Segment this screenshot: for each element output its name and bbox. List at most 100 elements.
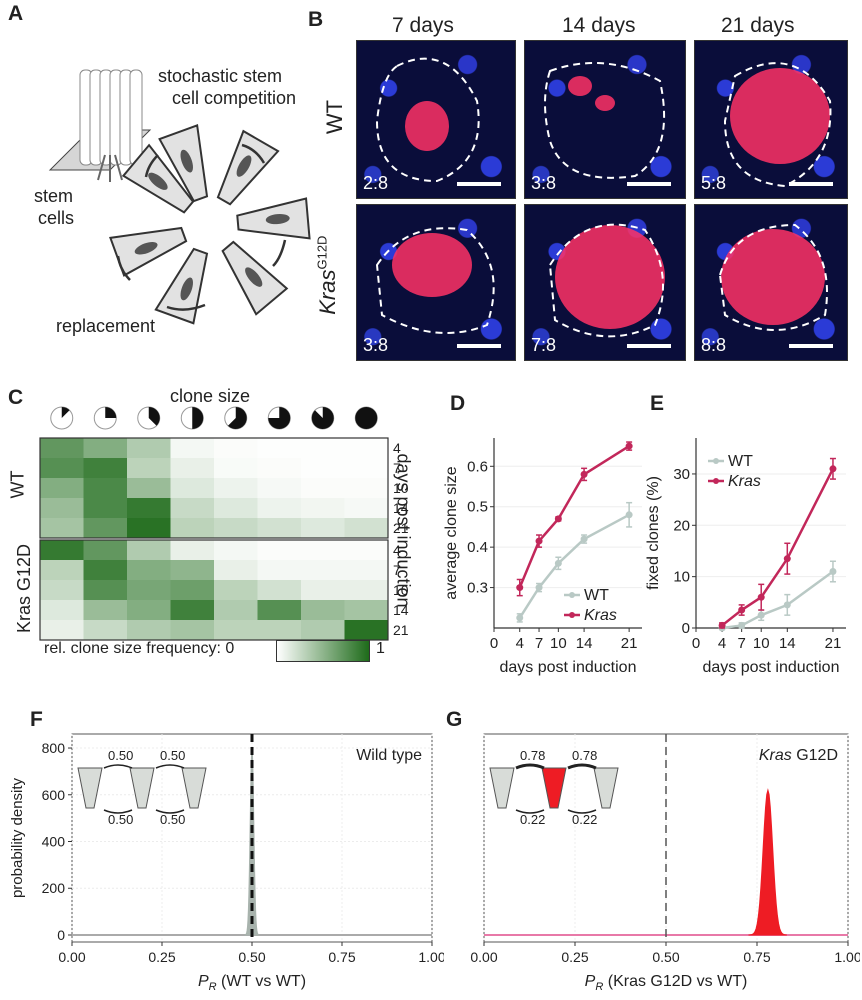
heatmap-wt-cell <box>301 498 345 519</box>
x-tick-label: 0.25 <box>148 949 175 965</box>
panel-a-stem-2: cells <box>38 208 75 228</box>
stem-cell-nucleus <box>265 213 290 225</box>
inset-cell <box>129 767 155 809</box>
stem-cell-ring <box>109 124 311 325</box>
stem-cell <box>236 197 311 240</box>
y-axis-label: probability density <box>9 777 26 898</box>
micrograph-kras-14: 7:8 <box>524 204 686 361</box>
data-point-wt <box>554 559 562 567</box>
panel-label-c: C <box>8 386 24 409</box>
x-axis-label-rest: (WT vs WT) <box>217 973 306 990</box>
y-tick-label: 30 <box>673 466 690 483</box>
x-tick-label: 4 <box>516 635 524 652</box>
ratio-kras-7: 3:8 <box>363 335 389 355</box>
data-point-kras <box>535 537 543 545</box>
clone-size-pie-fill <box>227 407 247 429</box>
heatmap-wt-cell <box>127 518 171 539</box>
panel-a-stem-1: stem <box>34 186 74 206</box>
heatmap-wt-cell <box>127 458 171 479</box>
transition-probability-label: 0.50 <box>160 748 185 763</box>
heatmap-kras-cell <box>170 540 215 561</box>
ratio-kras-21: 8:8 <box>701 335 727 355</box>
x-axis-label: days post induction <box>703 659 840 676</box>
x-tick-label: 21 <box>621 635 638 652</box>
heatmap-wt-day-label: 14 <box>393 500 409 516</box>
scale-bar <box>789 182 833 186</box>
stem-cell-body <box>154 247 209 325</box>
heatmap-kras-cell <box>40 600 84 621</box>
clone-size-pie-fill <box>355 407 378 429</box>
x-axis-label: PR (WT vs WT) <box>198 973 306 993</box>
ratio-kras-14: 7:8 <box>531 335 557 355</box>
density-distribution <box>748 788 787 936</box>
heatmap-wt-cell <box>301 518 345 539</box>
scale-bar <box>789 344 833 348</box>
heatmap-wt-cell <box>257 478 302 499</box>
heatmap-wt-cell <box>257 438 302 459</box>
legend-marker <box>569 592 575 598</box>
heatmap-row-group-wt: WT <box>7 470 28 499</box>
heatmap-wt-cell <box>214 478 258 499</box>
inset-cell <box>181 767 207 809</box>
x-tick-label: 0.75 <box>328 949 355 965</box>
heatmap-wt-cell <box>40 438 84 459</box>
heatmap-kras-day-label: 4 <box>393 542 401 558</box>
heatmap-kras-day-label: 7 <box>393 562 401 578</box>
micrograph-kras-7: 3:8 <box>356 204 516 361</box>
micrograph-wt-7: 2:8 <box>356 40 516 199</box>
heatmap-kras-cell <box>257 600 302 621</box>
heatmap-kras-cell <box>301 600 345 621</box>
scale-bar <box>627 344 671 348</box>
y-axis-label: fixed clones (%) <box>645 476 662 590</box>
heatmap-wt-cell <box>170 518 215 539</box>
heatmap-kras-cell <box>127 620 171 641</box>
heatmap-kras-cell <box>257 560 302 581</box>
heatmap-row-group-kras: Kras G12D <box>14 543 35 634</box>
heatmap-wt-frame <box>39 437 389 539</box>
transition-arrow <box>567 763 597 770</box>
heatmap-wt-cell <box>344 458 389 479</box>
micrograph-wt-14: 3:8 <box>524 40 686 199</box>
panel-label-e: E <box>650 392 665 415</box>
heatmap-kras-cell <box>170 600 215 621</box>
x-tick-label: 0.00 <box>470 949 497 965</box>
heatmap-kras-cell <box>170 620 215 641</box>
heatmap-kras-cell <box>257 540 302 561</box>
heatmap-kras-cell <box>127 600 171 621</box>
heatmap-kras-frame <box>39 539 389 641</box>
scale-bar <box>457 182 501 186</box>
stem-cell <box>154 247 209 325</box>
heatmap-wt-cell <box>83 518 128 539</box>
y-axis-label: average clone size <box>443 466 460 600</box>
series-line-wt <box>518 513 630 619</box>
data-point-kras <box>516 584 524 592</box>
x-tick-label: 0 <box>490 635 498 652</box>
stem-cell <box>121 143 195 214</box>
transition-probability-label: 0.78 <box>572 748 597 763</box>
series-line-kras <box>518 445 630 589</box>
heatmap-wt-day-label: 7 <box>393 460 401 476</box>
x-tick-label: 7 <box>535 635 543 652</box>
heatmap-kras-cell <box>214 620 258 641</box>
data-point-kras <box>625 442 633 450</box>
stem-cell-nucleus <box>134 242 158 255</box>
heatmap-wt-cell <box>214 518 258 539</box>
y-tick-label: 0.5 <box>467 499 488 516</box>
heatmap-wt-cell <box>344 438 389 459</box>
heatmap-kras-cell <box>214 580 258 601</box>
row-label-kras-sup: G12D <box>314 235 330 270</box>
heatmap-kras-day-label: 10 <box>393 582 409 598</box>
heatmap-kras-cell <box>170 560 215 581</box>
x-tick-label: 4 <box>718 635 726 652</box>
clone-size-label: clone size <box>170 386 251 406</box>
x-axis-label: PR (Kras G12D vs WT) <box>585 973 748 993</box>
plot-annotation: Kras G12D <box>759 747 838 764</box>
heatmap-kras-cell <box>83 620 128 641</box>
heatmap-wt-day-label: 21 <box>393 520 409 536</box>
colorbar-label: rel. clone size frequency: 0 <box>44 640 235 657</box>
heatmap-wt-cell <box>127 438 171 459</box>
micrograph-kras-21: 8:8 <box>694 204 848 361</box>
y-tick-label: 0.6 <box>467 458 488 475</box>
heatmap-wt-cell <box>214 498 258 519</box>
x-axis-label-sub: R <box>209 981 217 993</box>
